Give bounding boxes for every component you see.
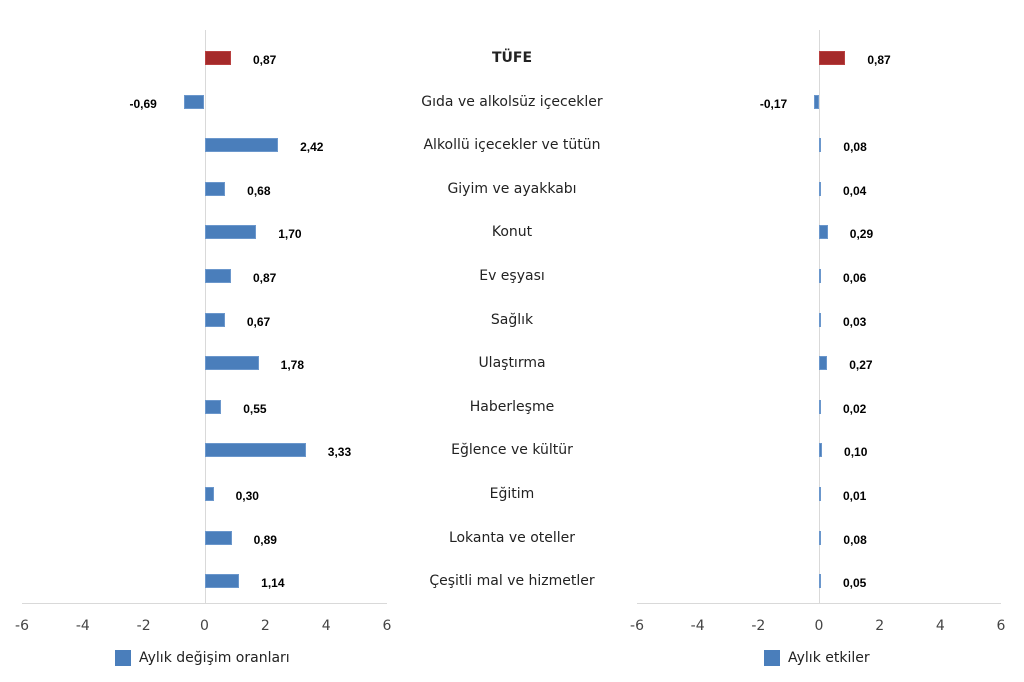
bar: [819, 487, 821, 501]
value-label: 1,14: [261, 576, 285, 591]
x-tick-label: -4: [75, 618, 90, 634]
bar: [819, 269, 821, 283]
bar: [819, 138, 822, 153]
bar: [819, 312, 821, 327]
bar: [204, 487, 214, 501]
category-label: Çeşitli mal ve hizmetler: [429, 573, 595, 590]
bar: [204, 138, 279, 153]
value-label: 0,68: [247, 183, 271, 198]
category-label: Haberleşme: [469, 398, 555, 415]
category-label: Lokanta ve oteller: [448, 529, 576, 546]
bar: [204, 356, 259, 371]
value-label: 0,29: [849, 227, 874, 242]
category-label: TÜFE: [491, 50, 533, 66]
value-label: 0,06: [843, 271, 867, 285]
bar: [819, 530, 822, 545]
value-label: 0,27: [849, 358, 873, 373]
category-label: Konut: [491, 224, 533, 241]
legend-swatch-icon: [115, 650, 131, 666]
value-label: 0,67: [246, 314, 271, 329]
bar: [819, 443, 823, 458]
category-label: Alkollü içecekler ve tütün: [423, 137, 601, 154]
bar-highlight: [204, 51, 231, 65]
bar: [819, 356, 828, 371]
x-tick-label: -6: [15, 618, 29, 634]
x-tick-label: -4: [690, 618, 705, 634]
value-label: 0,87: [252, 271, 277, 285]
value-label: 1,70: [278, 227, 302, 242]
value-label: 0,55: [243, 401, 267, 416]
bar: [819, 574, 821, 589]
legend-label: Aylık etkiler: [788, 650, 870, 666]
value-label: 0,89: [253, 532, 277, 547]
value-label: 0,08: [843, 532, 867, 547]
bar: [204, 399, 222, 414]
bar: [204, 181, 226, 196]
bar: [813, 94, 819, 109]
x-tick-label: 4: [935, 618, 945, 634]
value-label: 0,10: [844, 445, 868, 460]
value-label: 0,05: [843, 576, 867, 591]
bar: [204, 269, 231, 283]
x-tick-label: -2: [751, 618, 766, 634]
x-tick-label: 2: [260, 618, 270, 634]
category-label: Sağlık: [490, 311, 534, 328]
value-label: 0,03: [843, 314, 867, 329]
x-tick-label: 2: [875, 618, 885, 634]
bar: [819, 225, 828, 240]
x-tick-label: 6: [996, 618, 1006, 634]
legend-left: Aylık değişim oranları: [115, 650, 290, 666]
bar-highlight: [819, 51, 846, 65]
value-label: 0,02: [843, 401, 867, 416]
bar: [819, 399, 821, 414]
value-label: 0,87: [867, 53, 891, 67]
x-tick-label: -2: [136, 618, 151, 634]
category-label: Eğitim: [489, 486, 535, 502]
x-axis-line: [22, 603, 387, 604]
x-tick-label: 0: [200, 618, 209, 634]
legend-label: Aylık değişim oranları: [139, 650, 290, 666]
x-tick-label: 0: [814, 618, 824, 634]
value-label: -0,17: [759, 96, 788, 111]
value-label: -0,69: [129, 96, 157, 111]
bar: [204, 443, 306, 458]
legend-swatch-icon: [764, 650, 780, 666]
category-label: Giyim ve ayakkabı: [447, 180, 577, 197]
x-axis-line: [637, 603, 1001, 604]
legend-right: Aylık etkiler: [764, 650, 870, 666]
value-label: 0,01: [843, 489, 867, 503]
category-label: Gıda ve alkolsüz içecekler: [421, 93, 603, 110]
value-label: 2,42: [300, 140, 324, 155]
bar: [204, 225, 257, 240]
value-label: 1,78: [280, 358, 304, 373]
category-label: Ev eşyası: [479, 268, 545, 284]
bar: [204, 574, 240, 589]
bar: [819, 181, 821, 196]
bar: [183, 94, 205, 109]
bar: [204, 530, 232, 545]
bar: [204, 312, 225, 327]
category-label: Eğlence ve kültür: [451, 442, 573, 459]
category-label: Ulaştırma: [478, 355, 546, 372]
x-tick-label: -6: [630, 618, 644, 634]
value-label: 0,08: [843, 140, 867, 155]
x-tick-label: 4: [321, 618, 331, 634]
value-label: 0,87: [252, 53, 277, 67]
value-label: 3,33: [327, 445, 352, 460]
value-label: 0,30: [235, 489, 259, 503]
x-tick-label: 6: [382, 618, 392, 634]
value-label: 0,04: [843, 183, 867, 198]
